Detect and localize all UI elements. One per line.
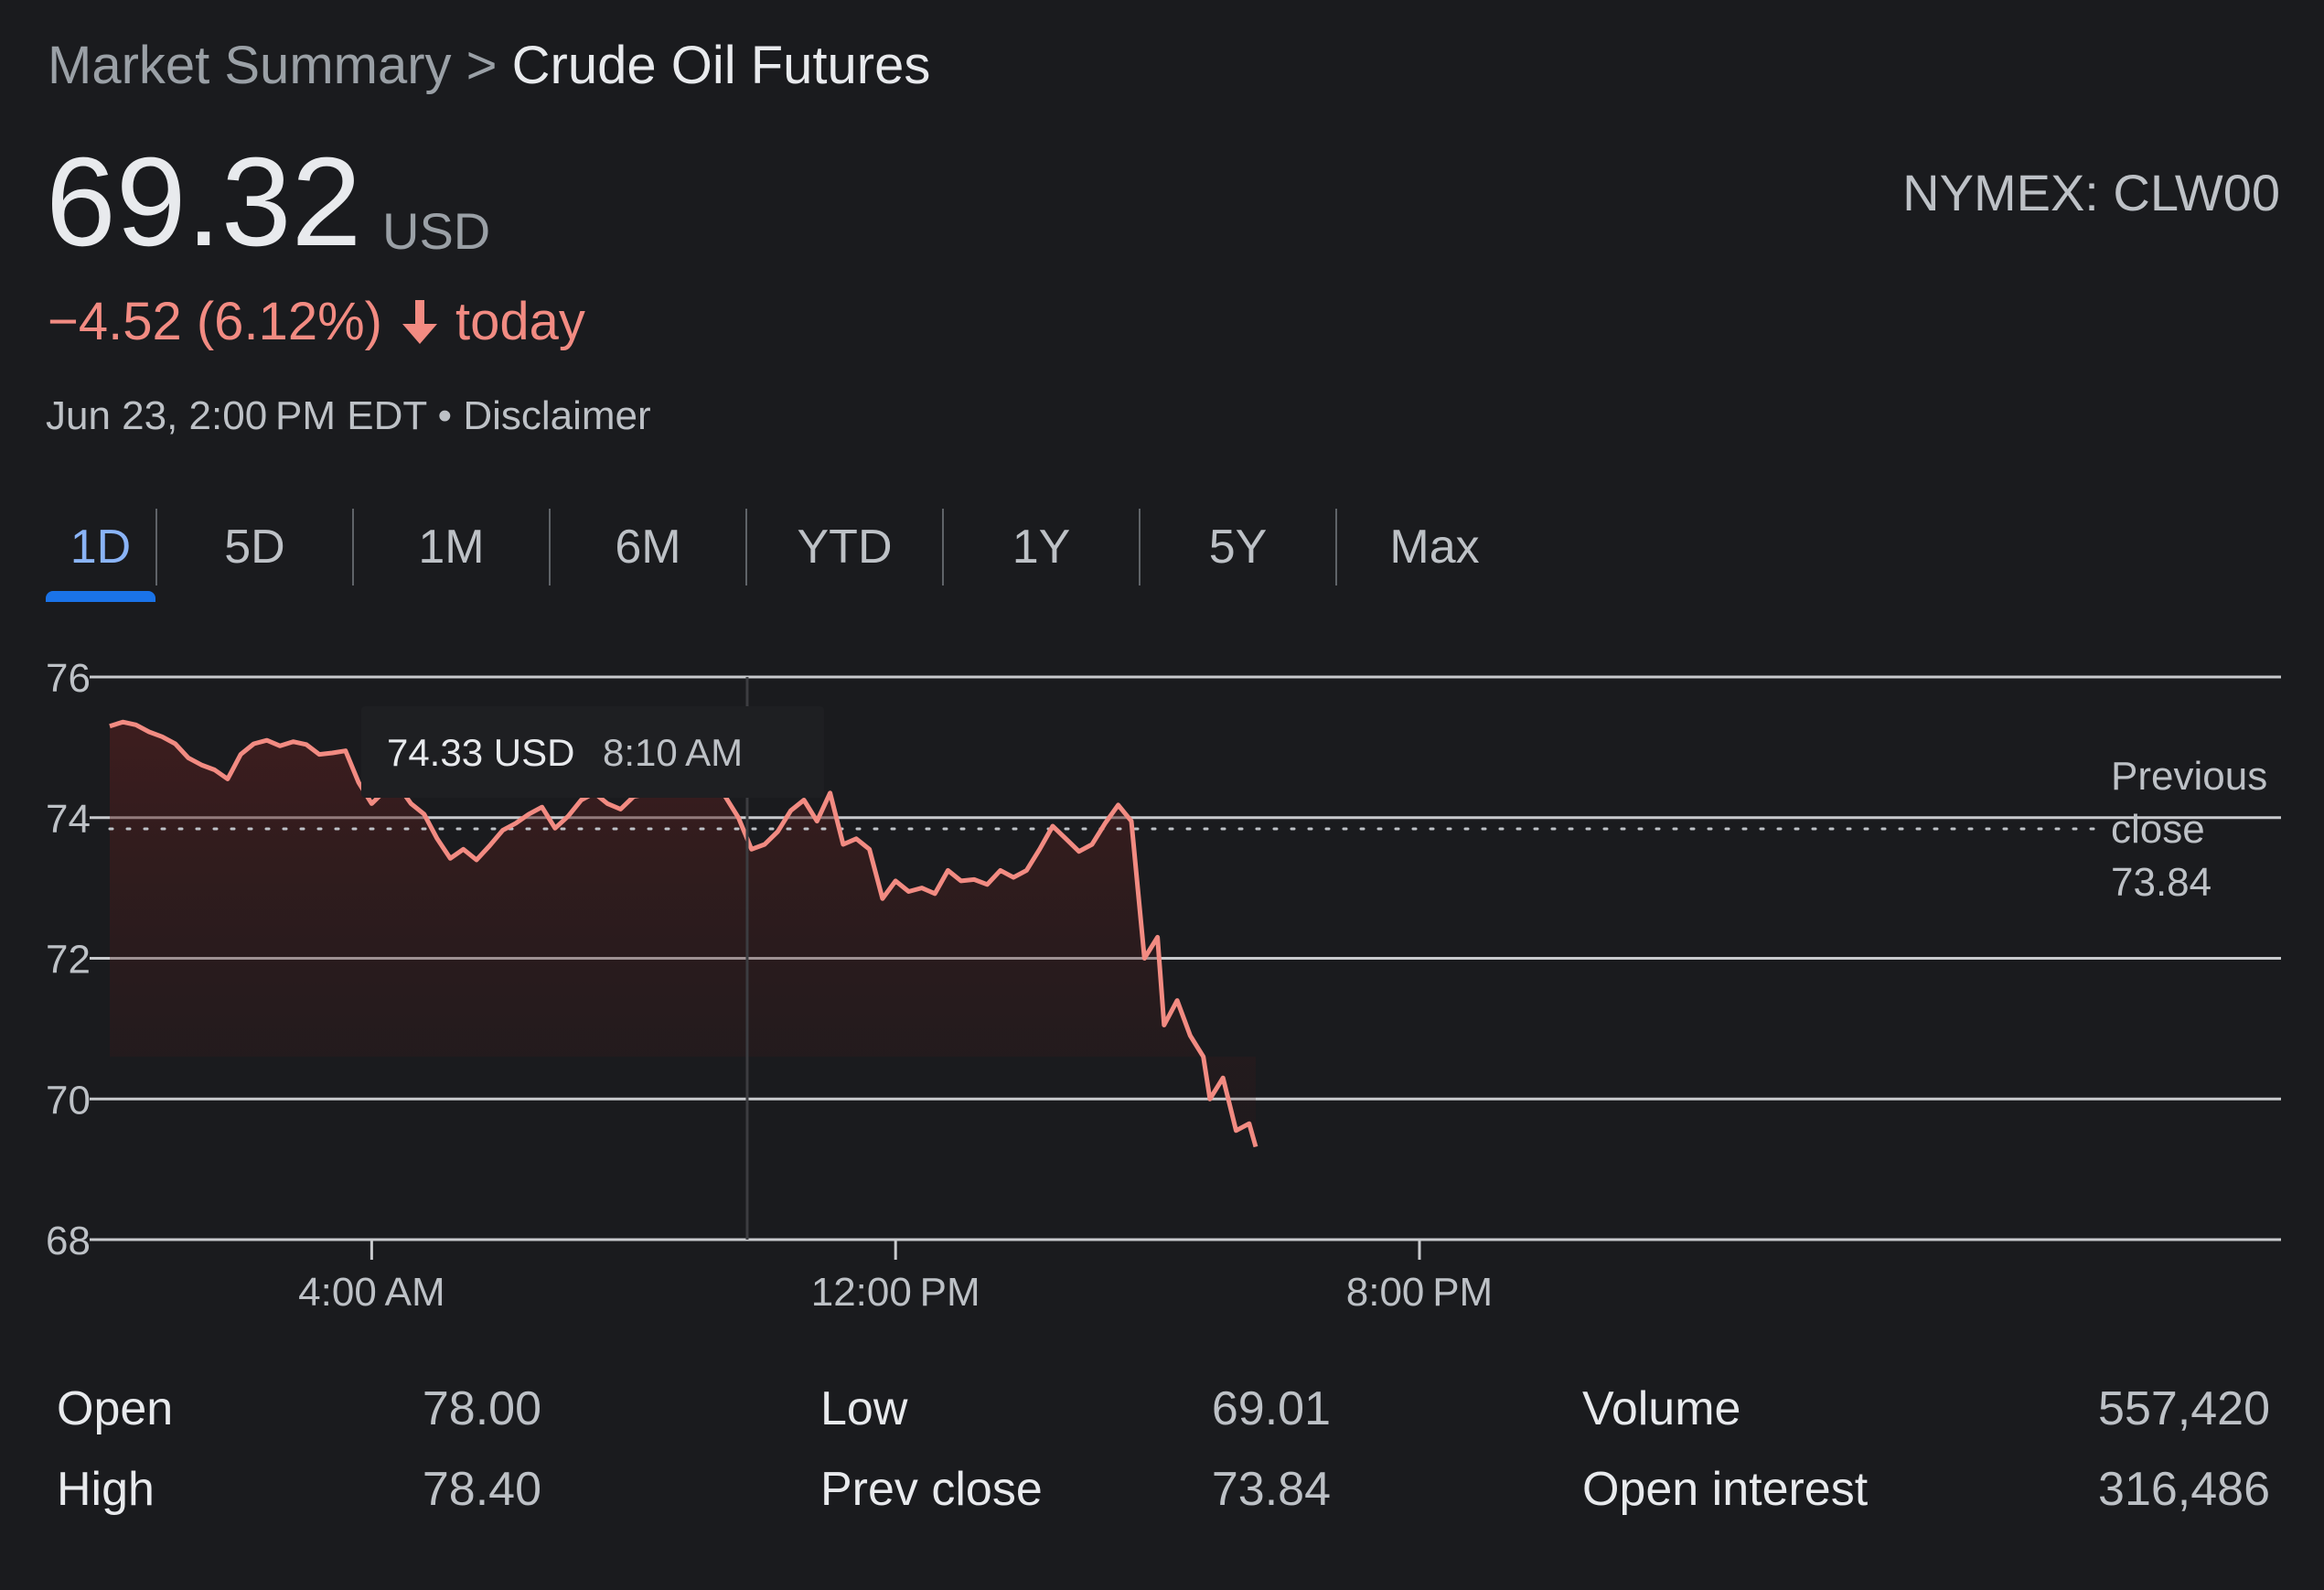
stat-value-open: 78.00 <box>422 1382 541 1435</box>
chart-grid <box>90 675 2281 1241</box>
previous-close-label: Previous close 73.84 <box>2111 754 2267 905</box>
x-tick-label: 12:00 PM <box>811 1270 980 1315</box>
tab-1m[interactable]: 1M <box>418 521 485 574</box>
previous-close-label-line: Previous <box>2111 754 2267 799</box>
tab-max[interactable]: Max <box>1389 521 1480 574</box>
price-currency: USD <box>382 202 491 260</box>
tab-separator <box>352 509 354 586</box>
stat-value-high: 78.40 <box>422 1463 541 1516</box>
stat-value-open-interest: 316,486 <box>2098 1463 2270 1516</box>
x-tick-label: 8:00 PM <box>1346 1270 1493 1315</box>
price-change-value: −4.52 (6.12%) <box>48 292 382 351</box>
stat-value-low: 69.01 <box>1211 1382 1331 1435</box>
tab-separator <box>155 509 157 586</box>
time-range-tabs: 1D 5D 1M 6M YTD 1Y 5Y Max <box>46 503 1532 602</box>
y-tick-label: 74 <box>46 797 91 842</box>
meta-separator: • <box>437 393 453 438</box>
tab-separator <box>1335 509 1337 586</box>
stats-row: High 78.40 Prev close 73.84 Open interes… <box>57 1462 2270 1544</box>
tooltip-time: 8:10 AM <box>603 731 743 774</box>
stat-label-volume: Volume <box>1582 1382 1741 1435</box>
price-change: −4.52 (6.12%) today <box>48 291 585 352</box>
tab-ytd[interactable]: YTD <box>797 521 893 574</box>
y-tick-label: 72 <box>46 938 91 983</box>
arrow-down-icon <box>401 298 439 346</box>
stat-value-volume: 557,420 <box>2098 1382 2270 1435</box>
ticker-symbol: NYMEX: CLW00 <box>1902 164 2280 221</box>
tab-separator <box>1139 509 1141 586</box>
x-tick-label: 4:00 AM <box>298 1270 444 1315</box>
tab-separator <box>549 509 551 586</box>
y-tick-label: 68 <box>46 1219 91 1263</box>
tab-separator <box>745 509 747 586</box>
stat-value-prev-close: 73.84 <box>1211 1463 1331 1516</box>
price-area <box>110 722 1256 1147</box>
y-tick-label: 70 <box>46 1078 91 1123</box>
stat-label-low: Low <box>820 1382 908 1435</box>
tab-separator <box>942 509 944 586</box>
disclaimer-link[interactable]: Disclaimer <box>463 393 651 438</box>
breadcrumb: Market Summary > Crude Oil Futures <box>48 35 930 96</box>
tab-1y[interactable]: 1Y <box>1012 521 1071 574</box>
quote-meta: Jun 23, 2:00 PM EDT • Disclaimer <box>46 393 651 439</box>
stat-label-high: High <box>57 1463 155 1516</box>
previous-close-label-line: close <box>2111 807 2205 852</box>
y-tick-label: 76 <box>46 656 91 701</box>
tab-5y[interactable]: 5Y <box>1208 521 1268 574</box>
y-axis: 76 74 72 70 68 <box>46 656 91 1263</box>
stat-label-open: Open <box>57 1382 174 1435</box>
current-price: 69.32 <box>46 132 362 273</box>
breadcrumb-separator: > <box>466 36 498 95</box>
stat-label-prev-close: Prev close <box>820 1463 1043 1516</box>
stat-label-open-interest: Open interest <box>1582 1463 1869 1516</box>
price-chart[interactable]: 76 74 72 70 68 4:00 AM 12:00 PM 8:00 PM Previo… <box>0 622 2324 1336</box>
tooltip-box <box>360 706 824 798</box>
x-axis: 4:00 AM 12:00 PM 8:00 PM <box>298 1240 1493 1315</box>
quote-timestamp: Jun 23, 2:00 PM EDT <box>46 393 427 438</box>
stats-row: Open 78.00 Low 69.01 Volume 557,420 <box>57 1381 2270 1464</box>
tab-5d[interactable]: 5D <box>224 521 285 574</box>
chart-tooltip: 74.33 USD 8:10 AM <box>360 677 824 1240</box>
price-change-period: today <box>455 292 585 351</box>
breadcrumb-current: Crude Oil Futures <box>511 36 931 95</box>
tab-1d[interactable]: 1D <box>46 503 155 602</box>
tab-6m[interactable]: 6M <box>615 521 681 574</box>
tooltip-price: 74.33 USD <box>387 731 574 774</box>
previous-close-label-line: 73.84 <box>2111 860 2212 905</box>
breadcrumb-parent-link[interactable]: Market Summary <box>48 36 452 95</box>
